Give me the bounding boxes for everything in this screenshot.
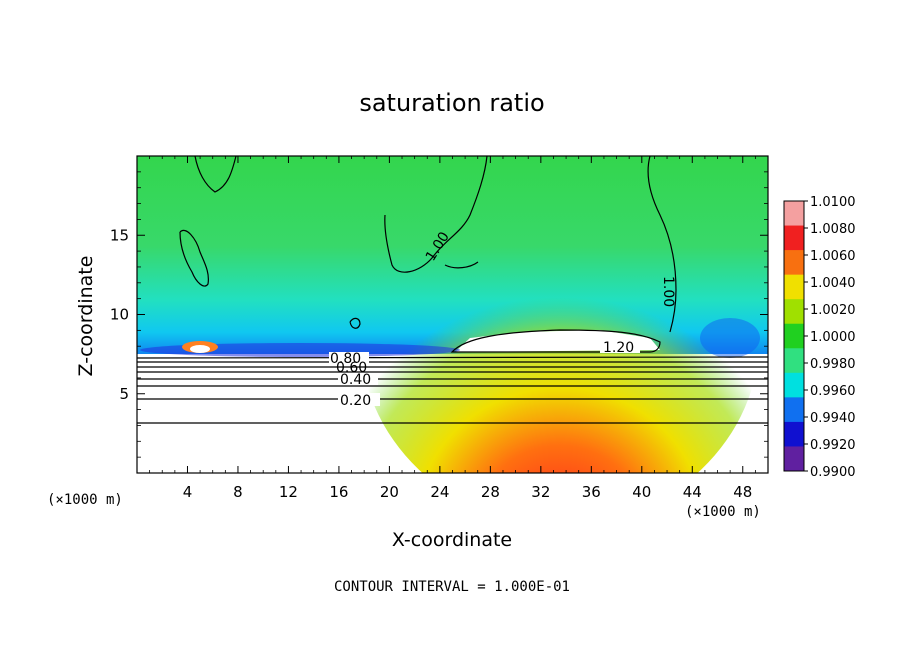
y-tick-label: 15 — [110, 226, 129, 244]
colorbar-swatch — [784, 421, 804, 447]
colorbar-tick-label: 1.0100 — [810, 195, 856, 210]
x-unit-left: (×1000 m) — [47, 492, 123, 508]
colorbar-tick-label: 0.9980 — [810, 357, 856, 372]
x-unit-right: (×1000 m) — [685, 504, 761, 520]
colorbar-swatch — [784, 201, 804, 227]
contour-label-1-00-right: 1.00 — [660, 276, 676, 307]
contour-interval: CONTOUR INTERVAL = 1.000E-01 — [334, 579, 570, 595]
contour-label-1-20: 1.20 — [603, 340, 634, 356]
y-tick-label: 5 — [119, 385, 129, 403]
colorbar-swatch — [784, 372, 804, 398]
colorbar-swatch — [784, 446, 804, 472]
chart-title: saturation ratio — [359, 89, 544, 117]
x-tick-label: 12 — [279, 483, 298, 501]
white-patch-left — [190, 345, 210, 353]
x-axis-ticks: 4 8 12 16 20 24 28 32 36 40 44 48 — [149, 156, 756, 501]
y-tick-label: 10 — [110, 306, 129, 324]
x-tick-label: 48 — [733, 483, 752, 501]
x-tick-label: 4 — [183, 483, 193, 501]
contour-label-0-40: 0.40 — [340, 372, 371, 388]
x-tick-label: 36 — [582, 483, 601, 501]
colorbar-tick-label: 1.0060 — [810, 249, 856, 264]
colorbar-tick-label: 0.9920 — [810, 438, 856, 453]
x-tick-label: 16 — [329, 483, 348, 501]
x-axis-label: X-coordinate — [392, 529, 512, 551]
colorbar-tick-label: 1.0000 — [810, 330, 856, 345]
contour-line-1-20 — [450, 329, 661, 353]
contour-line-1-00-center — [384, 155, 488, 273]
warm-plume — [360, 156, 760, 473]
colorbar-swatch — [784, 274, 804, 300]
colorbar-tick-label: 1.0020 — [810, 303, 856, 318]
colorbar-tick-label: 1.0040 — [810, 276, 856, 291]
colorbar-tick-label: 0.9940 — [810, 411, 856, 426]
colorbar-swatch — [784, 250, 804, 276]
x-tick-label: 44 — [683, 483, 702, 501]
x-tick-label: 32 — [531, 483, 550, 501]
contour-label-0-20: 0.20 — [340, 393, 371, 409]
contour-label-0-60: 0.60 — [336, 360, 367, 376]
colorbar-swatch — [784, 299, 804, 325]
colorbar-tick-label: 1.0080 — [810, 222, 856, 237]
y-axis-label: Z-coordinate — [75, 256, 97, 377]
contour-line-1-00-left — [194, 155, 237, 193]
contour-line-1-00-blob-b — [349, 317, 361, 329]
colorbar-swatch — [784, 348, 804, 374]
contour-line-1-00-stub — [444, 261, 479, 269]
contour-labels: 0.80 0.60 0.40 0.20 1.20 1.00 1.00 — [329, 229, 676, 409]
x-tick-label: 28 — [481, 483, 500, 501]
colorbar-tick-label: 0.9960 — [810, 384, 856, 399]
heatmap-field — [137, 156, 768, 473]
colorbar-swatch — [784, 225, 804, 251]
colorbar-tick-label: 0.9900 — [810, 465, 856, 480]
x-tick-label: 8 — [233, 483, 243, 501]
blue-band-left — [140, 343, 460, 357]
contour-line-1-00-right — [647, 155, 677, 333]
y-axis-ticks: 5 10 15 — [110, 171, 768, 458]
colorbar-swatch — [784, 397, 804, 423]
blue-band-right — [700, 318, 760, 358]
x-tick-label: 20 — [380, 483, 399, 501]
colorbar: 1.0100 1.0080 1.0060 1.0040 1.0020 1.0000 0.99… — [783, 195, 856, 480]
contour-label-0-80: 0.80 — [330, 351, 361, 367]
colorbar-swatch — [784, 323, 804, 349]
x-tick-label: 24 — [430, 483, 449, 501]
contour-line-1-00-blob-a — [179, 229, 209, 287]
x-tick-label: 40 — [632, 483, 651, 501]
